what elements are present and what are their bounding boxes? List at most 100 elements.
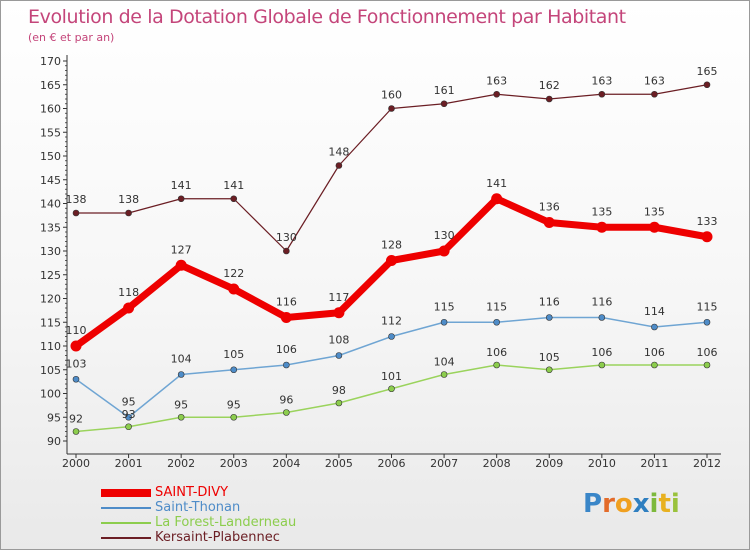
legend-swatch: [101, 506, 151, 509]
data-point-kersaint-plabennec: [651, 90, 658, 98]
data-point-saint-thonan: [125, 413, 132, 421]
legend-swatch: [101, 536, 151, 539]
legend-item-kersaint-plabennec: Kersaint-Plabennec: [101, 530, 296, 545]
data-label-saint-thonan: 114: [644, 305, 665, 318]
logo-letter: i: [670, 489, 680, 519]
data-point-saint-thonan: [177, 371, 185, 378]
data-point-la-forest-landerneau: [125, 423, 132, 431]
data-point-kersaint-plabennec: [388, 105, 395, 112]
data-point-la-forest-landerneau: [651, 361, 658, 369]
y-tick-label: 135: [40, 221, 61, 234]
y-tick-label: 115: [40, 316, 61, 329]
y-tick-label: 155: [40, 126, 61, 139]
series-line-saint-thonan: [75, 316, 708, 418]
data-label-saint-divy: 116: [276, 296, 297, 309]
data-point-kersaint-plabennec: [598, 90, 606, 98]
data-label-saint-thonan: 106: [276, 343, 297, 356]
y-tick-label: 100: [40, 388, 61, 401]
legend-label: Kersaint-Plabennec: [155, 530, 280, 545]
y-tick-label: 150: [40, 150, 61, 163]
data-point-kersaint-plabennec: [335, 162, 343, 169]
x-tick-label: 2008: [483, 457, 511, 470]
legend-label: La Forest-Landerneau: [155, 515, 297, 530]
data-point-la-forest-landerneau: [177, 413, 185, 421]
data-label-saint-divy: 130: [434, 229, 455, 242]
data-label-saint-thonan: 103: [66, 357, 87, 370]
y-tick-label: 145: [40, 174, 61, 187]
chart-data-labels: 138 138 141 141 130 148 160 161 163 162 163 163 165 9…: [66, 65, 718, 426]
chart-subtitle: (en € et par an): [28, 31, 115, 44]
data-label-kersaint-plabennec: 138: [118, 193, 139, 206]
data-label-saint-divy: 133: [697, 215, 718, 228]
data-label-la-forest-landerneau: 98: [332, 384, 346, 397]
data-label-la-forest-landerneau: 106: [591, 346, 612, 359]
x-tick-label: 2011: [640, 457, 668, 470]
logo-letter: r: [602, 489, 615, 519]
data-label-saint-divy: 128: [381, 239, 402, 252]
legend-swatch: [101, 521, 151, 524]
y-tick-label: 140: [40, 198, 61, 211]
x-tick-label: 2009: [535, 457, 563, 470]
data-point-la-forest-landerneau: [703, 361, 711, 369]
data-point-la-forest-landerneau: [283, 409, 290, 416]
data-point-saint-divy: [543, 217, 555, 228]
data-point-kersaint-plabennec: [545, 95, 553, 103]
y-tick-label: 90: [47, 435, 61, 448]
legend-item-la-forest-landerneau: La Forest-Landerneau: [101, 515, 296, 530]
data-point-kersaint-plabennec: [440, 100, 448, 108]
data-point-saint-divy: [175, 259, 187, 271]
data-label-kersaint-plabennec: 130: [276, 231, 297, 244]
x-tick-label: 2002: [167, 457, 195, 470]
data-point-saint-divy: [648, 221, 660, 233]
x-tick-label: 2007: [430, 457, 458, 470]
y-tick-label: 120: [40, 293, 61, 306]
data-label-saint-divy: 136: [539, 201, 560, 214]
x-tick-label: 2005: [325, 457, 353, 470]
data-point-la-forest-landerneau: [230, 413, 238, 421]
data-label-la-forest-landerneau: 96: [279, 394, 293, 407]
chart-title: Evolution de la Dotation Globale de Fonc…: [28, 6, 626, 28]
data-point-la-forest-landerneau: [388, 385, 395, 393]
data-point-kersaint-plabennec: [493, 90, 500, 98]
data-label-saint-divy: 135: [644, 205, 665, 218]
data-label-saint-divy: 127: [171, 243, 192, 256]
data-point-kersaint-plabennec: [703, 81, 711, 89]
data-label-kersaint-plabennec: 162: [539, 79, 560, 92]
data-label-kersaint-plabennec: 141: [223, 179, 244, 192]
data-label-kersaint-plabennec: 138: [66, 193, 87, 206]
data-label-la-forest-landerneau: 106: [697, 346, 718, 359]
data-label-kersaint-plabennec: 163: [486, 74, 507, 87]
data-point-saint-divy: [123, 302, 135, 314]
legend-swatch: [101, 488, 151, 497]
data-point-saint-thonan: [493, 318, 500, 326]
data-label-saint-thonan: 104: [171, 353, 192, 366]
data-point-la-forest-landerneau: [72, 428, 80, 435]
data-point-saint-thonan: [230, 366, 238, 374]
data-label-kersaint-plabennec: 160: [381, 89, 402, 102]
data-label-saint-divy: 135: [591, 205, 612, 218]
data-label-saint-thonan: 116: [591, 296, 612, 309]
data-point-saint-divy: [333, 307, 345, 319]
data-point-la-forest-landerneau: [440, 371, 448, 378]
data-point-saint-thonan: [598, 314, 606, 321]
data-point-saint-divy: [386, 255, 397, 266]
x-tick-label: 2012: [693, 457, 721, 470]
data-label-saint-thonan: 116: [539, 296, 560, 309]
data-point-kersaint-plabennec: [177, 195, 185, 203]
data-label-saint-divy: 117: [328, 291, 349, 304]
logo-letter: i: [649, 489, 659, 519]
data-label-saint-thonan: 108: [328, 334, 349, 347]
data-label-saint-thonan: 105: [223, 348, 244, 361]
data-label-saint-thonan: 115: [434, 300, 455, 313]
data-label-saint-thonan: 95: [122, 395, 136, 408]
data-point-la-forest-landerneau: [335, 399, 343, 407]
legend-item-saint-divy: SAINT-DIVY: [101, 485, 296, 500]
data-label-kersaint-plabennec: 148: [328, 146, 349, 159]
data-label-la-forest-landerneau: 92: [69, 413, 83, 426]
data-point-saint-divy: [701, 231, 713, 243]
x-tick-label: 2000: [62, 457, 90, 470]
x-tick-label: 2006: [378, 457, 406, 470]
logo-letter: P: [583, 489, 603, 519]
data-label-saint-divy: 141: [486, 177, 507, 190]
